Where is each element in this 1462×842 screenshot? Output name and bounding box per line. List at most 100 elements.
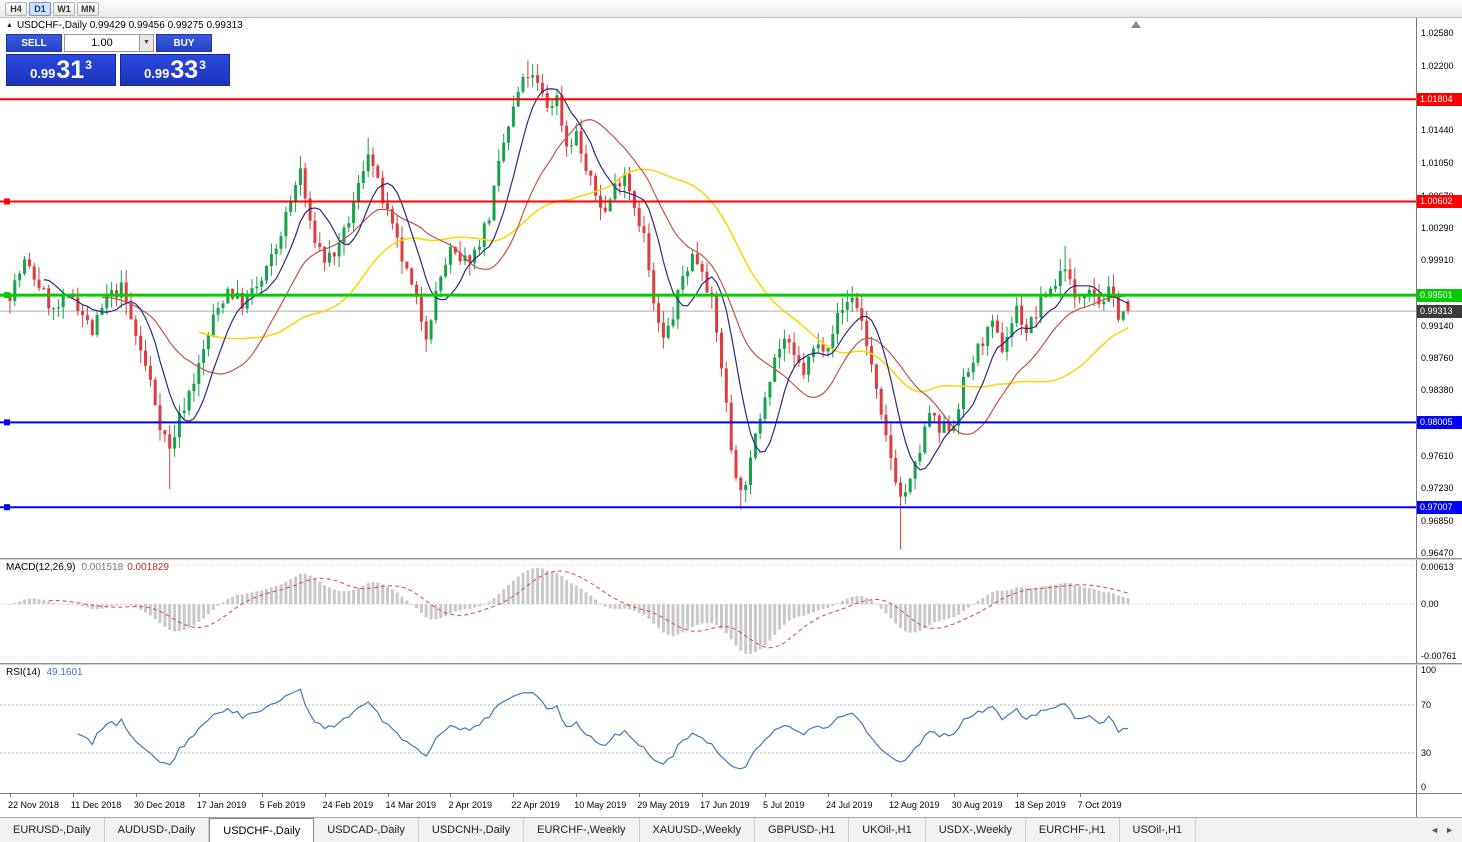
- price-tick-label: 0.99910: [1421, 255, 1454, 266]
- macd-name: MACD(12,26,9): [6, 562, 76, 573]
- time-axis-label: 17 Jun 2019: [700, 800, 750, 810]
- chart-tab-usdx-weekly[interactable]: USDX-,Weekly: [926, 818, 1026, 842]
- price-tick-label: 1.01050: [1421, 158, 1454, 169]
- chart-tab-ukoil-h1[interactable]: UKOil-,H1: [849, 818, 926, 842]
- chart-tab-xauusd-weekly[interactable]: XAUUSD-,Weekly: [640, 818, 755, 842]
- buy-button[interactable]: BUY: [156, 34, 212, 52]
- macd-axis-label: -0.00761: [1421, 651, 1457, 661]
- level-price-badge: 0.98005: [1417, 415, 1462, 429]
- macd-axis-label: 0.00: [1421, 599, 1439, 610]
- time-tick: [765, 794, 767, 797]
- level-line-handle[interactable]: [4, 504, 10, 511]
- time-tick: [827, 794, 829, 797]
- macd-signal-value: 0.001829: [127, 562, 169, 573]
- rsi-canvas[interactable]: [0, 665, 1416, 793]
- tabs-scroll-left-button[interactable]: ◄: [1430, 825, 1440, 835]
- price-tick-label: 0.97230: [1421, 483, 1454, 494]
- chart-tab-usdcad-daily[interactable]: USDCAD-,Daily: [314, 818, 419, 842]
- level-price-badge: 1.01804: [1417, 92, 1462, 106]
- rsi-name: RSI(14): [6, 667, 41, 678]
- chart-tab-usoil-h1[interactable]: USOil-,H1: [1120, 818, 1197, 842]
- level-line-handle[interactable]: [4, 419, 10, 426]
- buy-price-button[interactable]: 0.99 33 3: [120, 54, 230, 86]
- pane-splitter-macd[interactable]: [0, 558, 1462, 560]
- macd-label: MACD(12,26,9) 0.001518 0.001829: [6, 562, 169, 573]
- time-axis-label: 10 May 2019: [574, 800, 627, 810]
- price-tick-label: 1.02200: [1421, 60, 1454, 71]
- rsi-pane[interactable]: RSI(14) 49.1601: [0, 665, 1416, 793]
- macd-axis[interactable]: 0.00613 0.00 -0.00761: [1416, 560, 1462, 663]
- chart-window: ▲ USDCHF-,Daily 0.99429 0.99456 0.99275 …: [0, 18, 1462, 842]
- level-line-handle[interactable]: [4, 292, 10, 299]
- time-tick: [576, 794, 578, 797]
- chart-title: ▲ USDCHF-,Daily 0.99429 0.99456 0.99275 …: [6, 20, 243, 31]
- time-tick: [261, 794, 263, 797]
- chart-tab-eurchf-weekly[interactable]: EURCHF-,Weekly: [524, 818, 640, 842]
- time-tick: [135, 794, 137, 797]
- volume-dropdown-icon[interactable]: ▼: [139, 35, 153, 51]
- time-axis-label: 11 Dec 2018: [70, 800, 122, 810]
- time-axis-labels[interactable]: 22 Nov 2018 11 Dec 2018 30 Dec 2018 17 Jan …: [0, 794, 1416, 817]
- chart-tab-bar: EURUSD-,Daily AUDUSD-,Daily USDCHF-,Daily U…: [0, 817, 1462, 842]
- timeframe-button-h4[interactable]: H4: [5, 1, 27, 16]
- macd-canvas[interactable]: [0, 560, 1416, 663]
- collapse-trade-panel-icon[interactable]: ▲: [6, 22, 13, 29]
- time-axis-label: 24 Feb 2019: [322, 800, 374, 810]
- price-tick-label: 0.99140: [1421, 320, 1454, 331]
- candlestick-series: [8, 60, 1130, 550]
- volume-value[interactable]: 1.00: [91, 37, 113, 49]
- timeframe-button-mn[interactable]: MN: [77, 1, 99, 16]
- buy-price-main: 0.99: [144, 66, 170, 81]
- rsi-axis[interactable]: 100 70 30 0: [1416, 665, 1462, 793]
- rsi-axis-label: 70: [1421, 700, 1432, 710]
- time-axis-label: 22 Nov 2018: [8, 800, 60, 810]
- time-axis[interactable]: 22 Nov 2018 11 Dec 2018 30 Dec 2018 17 Jan …: [0, 793, 1462, 817]
- timeframe-toolbar: H4 D1 W1 MN: [0, 0, 1462, 18]
- tabs-scroll-right-button[interactable]: ►: [1445, 825, 1454, 835]
- volume-field[interactable]: 1.00 ▼: [64, 34, 154, 52]
- time-tick: [10, 794, 11, 797]
- time-tick: [198, 794, 200, 797]
- timeframe-button-w1[interactable]: W1: [53, 1, 75, 16]
- chart-tab-eurusd-daily[interactable]: EURUSD-,Daily: [0, 818, 105, 842]
- chart-tabs: EURUSD-,Daily AUDUSD-,Daily USDCHF-,Daily U…: [0, 818, 1422, 842]
- price-tick-label: 1.00290: [1421, 223, 1454, 234]
- time-tick: [72, 794, 74, 797]
- price-tick-label: 0.98380: [1421, 385, 1454, 396]
- sell-price-button[interactable]: 0.99 31 3: [6, 54, 116, 86]
- time-axis-label: 5 Jul 2019: [763, 800, 805, 810]
- time-axis-label: 2 Apr 2019: [448, 800, 492, 810]
- time-tick: [324, 794, 326, 797]
- macd-main-value: 0.001518: [81, 562, 124, 573]
- price-chart-canvas[interactable]: [0, 18, 1416, 558]
- tab-nav: ◄ ►: [1422, 818, 1462, 842]
- price-axis[interactable]: 1.025801.022001.014401.010501.006701.002…: [1416, 18, 1462, 558]
- buy-price-pips: 33: [170, 55, 199, 84]
- chart-tab-gbpusd-h1[interactable]: GBPUSD-,H1: [755, 818, 850, 842]
- time-axis-label: 14 Mar 2019: [385, 800, 437, 810]
- chart-tab-audusd-daily[interactable]: AUDUSD-,Daily: [105, 818, 210, 842]
- chart-shift-marker-icon[interactable]: [1131, 21, 1141, 28]
- price-chart-pane[interactable]: ▲ USDCHF-,Daily 0.99429 0.99456 0.99275 …: [0, 18, 1416, 558]
- macd-axis-label: 0.00613: [1421, 562, 1454, 572]
- time-axis-label: 22 Apr 2019: [511, 800, 560, 810]
- sell-price-pips: 31: [56, 55, 85, 84]
- macd-pane[interactable]: MACD(12,26,9) 0.001518 0.001829: [0, 560, 1416, 663]
- chart-tab-usdchf-daily[interactable]: USDCHF-,Daily: [209, 818, 315, 842]
- time-tick: [1079, 794, 1081, 797]
- sell-button[interactable]: SELL: [6, 34, 62, 52]
- time-axis-label: 5 Feb 2019: [259, 800, 306, 810]
- level-line-handle[interactable]: [4, 198, 10, 205]
- timeframe-button-d1[interactable]: D1: [29, 1, 51, 16]
- pane-splitter-rsi[interactable]: [0, 663, 1462, 665]
- level-price-badge: 0.99501: [1417, 288, 1462, 302]
- chart-tab-usdcnh-daily[interactable]: USDCNH-,Daily: [419, 818, 525, 842]
- chart-tab-eurchf-h1[interactable]: EURCHF-,H1: [1026, 818, 1120, 842]
- time-axis-label: 17 Jan 2019: [196, 800, 247, 810]
- sell-price-point: 3: [85, 57, 92, 72]
- ma-fast-line: [43, 88, 1129, 471]
- time-tick: [450, 794, 452, 797]
- level-price-badge: 1.00602: [1417, 195, 1462, 208]
- time-axis-label: 18 Sep 2019: [1014, 800, 1066, 810]
- rsi-axis-label: 30: [1421, 748, 1432, 758]
